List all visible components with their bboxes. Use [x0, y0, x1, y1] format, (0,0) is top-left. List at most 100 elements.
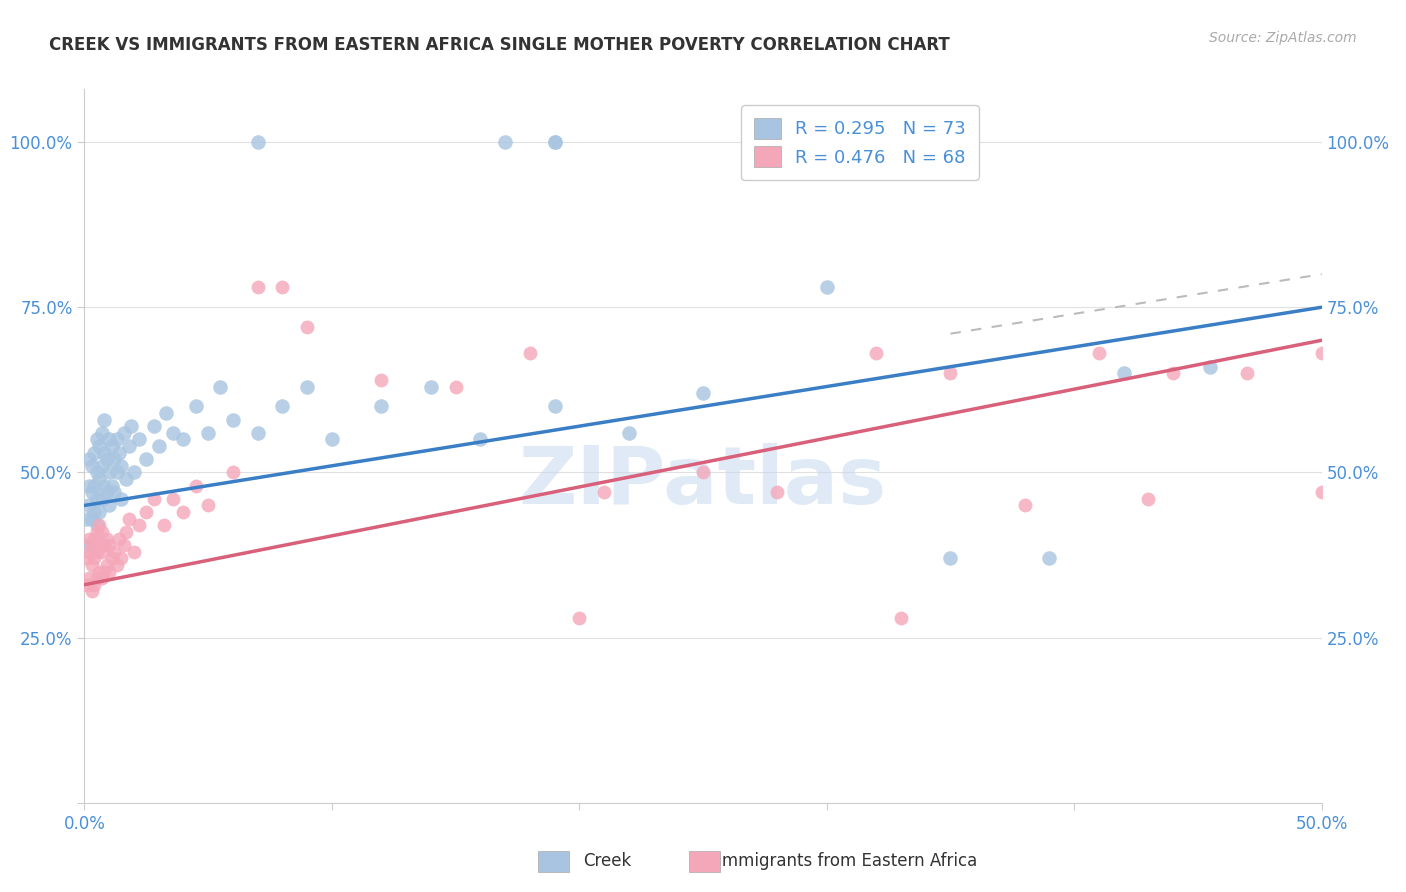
Point	[89, 505, 111, 519]
Point	[110, 458, 132, 473]
Point	[148, 439, 170, 453]
Point	[321, 433, 343, 447]
Point	[112, 425, 135, 440]
Text: Immigrants from Eastern Africa: Immigrants from Eastern Africa	[717, 852, 977, 870]
Point	[246, 135, 269, 149]
Point	[1112, 367, 1135, 381]
Point	[93, 565, 115, 579]
Point	[89, 439, 111, 453]
Point	[184, 400, 207, 414]
Point	[89, 472, 111, 486]
Point	[1310, 346, 1333, 360]
Point	[1360, 499, 1382, 513]
Point	[370, 373, 392, 387]
Point	[96, 558, 118, 572]
Point	[86, 571, 108, 585]
Point	[692, 386, 714, 401]
Point	[86, 466, 108, 480]
Point	[120, 419, 142, 434]
Point	[76, 538, 98, 552]
Point	[1014, 499, 1036, 513]
Point	[494, 135, 516, 149]
Point	[1088, 346, 1111, 360]
Point	[209, 379, 232, 393]
Point	[246, 425, 269, 440]
Point	[197, 425, 219, 440]
Point	[1360, 478, 1382, 492]
Point	[76, 511, 98, 525]
Point	[90, 545, 112, 559]
Point	[295, 379, 318, 393]
Point	[98, 565, 121, 579]
Point	[103, 452, 125, 467]
Point	[222, 466, 245, 480]
Point	[93, 412, 115, 426]
Point	[79, 499, 101, 513]
Point	[83, 445, 105, 459]
Point	[118, 511, 141, 525]
Point	[80, 538, 103, 552]
Point	[80, 558, 103, 572]
Point	[79, 478, 101, 492]
Point	[617, 425, 640, 440]
Point	[103, 485, 125, 500]
Point	[90, 491, 112, 506]
Point	[172, 505, 194, 519]
Point	[1236, 367, 1258, 381]
Point	[112, 538, 135, 552]
Point	[80, 511, 103, 525]
Point	[142, 491, 165, 506]
Point	[939, 367, 962, 381]
Point	[100, 551, 122, 566]
Point	[86, 491, 108, 506]
Point	[1310, 485, 1333, 500]
Point	[80, 485, 103, 500]
Point	[692, 466, 714, 480]
Point	[110, 491, 132, 506]
Point	[543, 400, 565, 414]
Point	[162, 491, 184, 506]
Point	[246, 280, 269, 294]
Point	[155, 406, 177, 420]
Point	[271, 400, 294, 414]
Point	[1199, 359, 1222, 374]
Point	[103, 545, 125, 559]
Point	[543, 135, 565, 149]
Point	[83, 505, 105, 519]
Point	[110, 551, 132, 566]
Point	[162, 425, 184, 440]
Point	[90, 458, 112, 473]
Point	[98, 466, 121, 480]
Point	[76, 578, 98, 592]
Point	[271, 280, 294, 294]
Point	[115, 524, 138, 539]
Point	[222, 412, 245, 426]
Point	[1161, 367, 1184, 381]
Point	[93, 478, 115, 492]
Point	[86, 524, 108, 539]
Point	[593, 485, 616, 500]
Point	[519, 346, 541, 360]
Point	[89, 518, 111, 533]
Point	[80, 584, 103, 599]
Point	[105, 466, 128, 480]
Point	[98, 538, 121, 552]
Point	[83, 551, 105, 566]
Point	[122, 466, 145, 480]
Point	[79, 571, 101, 585]
Point	[172, 433, 194, 447]
Point	[79, 452, 101, 467]
Point	[568, 611, 591, 625]
Point	[543, 135, 565, 149]
Point	[815, 280, 838, 294]
Point	[98, 433, 121, 447]
Point	[152, 518, 174, 533]
Point	[118, 439, 141, 453]
Point	[444, 379, 467, 393]
Text: Creek: Creek	[583, 852, 631, 870]
Point	[1137, 491, 1160, 506]
Point	[89, 538, 111, 552]
Point	[98, 499, 121, 513]
Point	[93, 538, 115, 552]
Point	[83, 578, 105, 592]
